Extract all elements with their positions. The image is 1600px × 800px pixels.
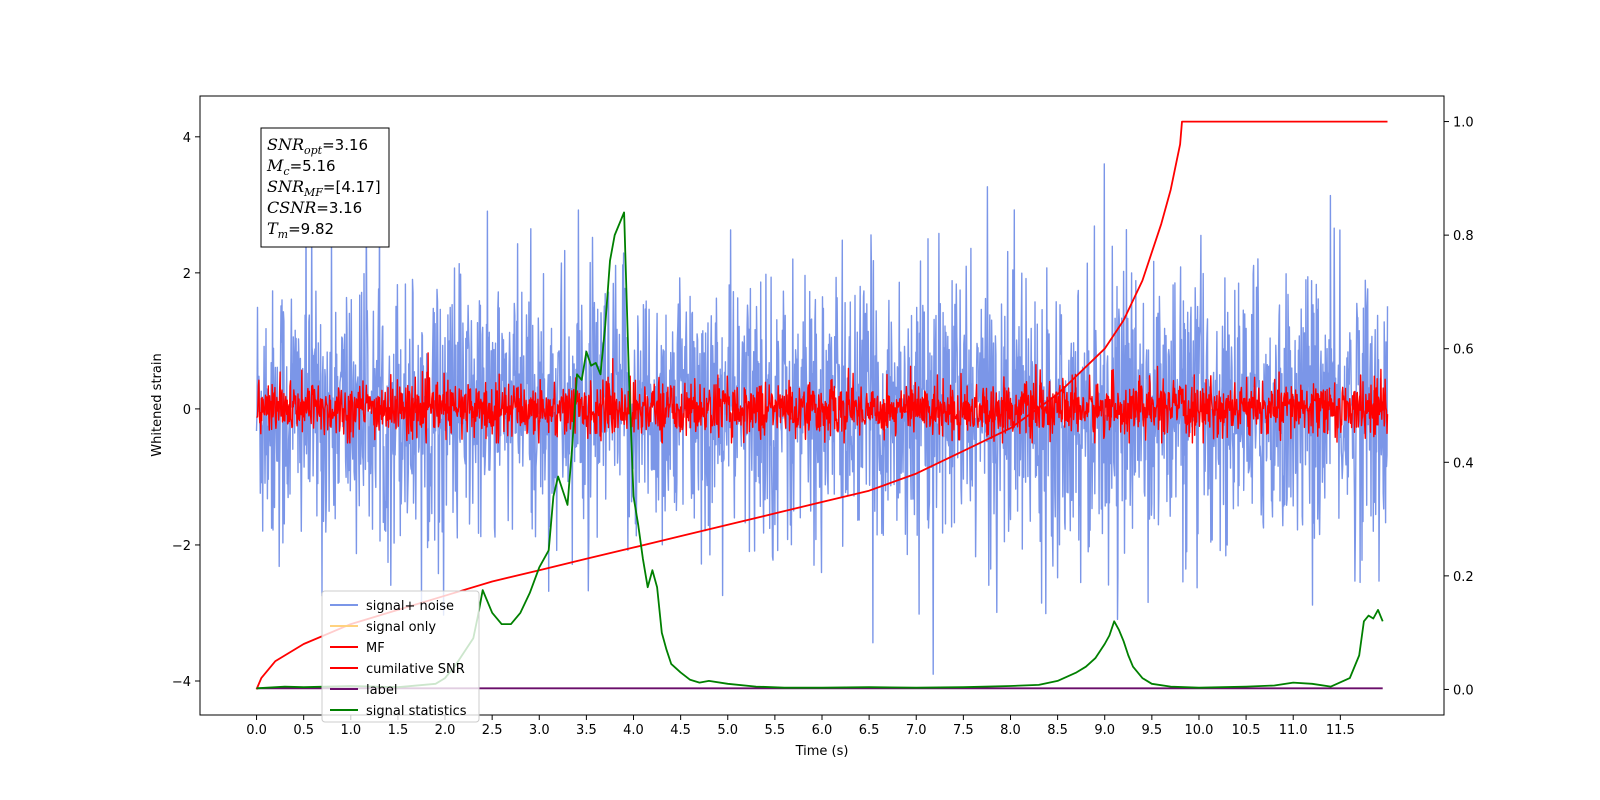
annotation-var: M [266,156,284,175]
annotation-var: SNR [267,177,304,196]
y2-tick-label: 0.6 [1453,343,1474,358]
x-tick-label: 7.5 [953,723,974,738]
annotation-sub: c [283,165,289,178]
annotation-sub: opt [304,144,323,157]
annotation-value: =3.16 [322,136,368,154]
y2-tick-label: 0.2 [1453,570,1474,585]
x-axis-label: Time (s) [795,744,849,759]
x-tick-label: 9.5 [1142,723,1163,738]
y2-tick-label: 1.0 [1453,116,1474,131]
y-ticks: 4 2 0 −2 −4 [172,131,200,690]
annotation-line: SNRopt=3.16 [267,135,368,157]
legend-label: label [366,683,397,698]
x-tick-label: 8.5 [1047,723,1068,738]
y-tick-label: 2 [183,267,191,282]
annotation-var: CSNR [267,198,316,217]
x-tick-label: 11.0 [1279,723,1308,738]
legend-label: signal only [366,620,436,635]
x-tick-label: 5.0 [717,723,738,738]
y2-tick-label: 0.8 [1453,229,1474,244]
x-tick-label: 6.5 [859,723,880,738]
x-tick-label: 5.5 [765,723,786,738]
legend-label: signal+ noise [366,599,454,614]
annotation-line: CSNR=3.16 [267,198,362,217]
legend-label: MF [366,641,385,656]
y-tick-label: 0 [183,403,191,418]
annotation-sub: m [278,228,288,241]
x-tick-label: 2.0 [435,723,456,738]
legend-label: signal statistics [366,704,467,719]
x-tick-label: 0.0 [246,723,267,738]
y2-tick-label: 0.0 [1453,683,1474,698]
annotation-line: Tm=9.82 [267,219,334,241]
annotation-var: SNR [267,135,304,154]
x-tick-label: 3.5 [576,723,597,738]
x-tick-label: 1.0 [340,723,361,738]
annotation-value: =[4.17] [323,178,381,196]
x-tick-label: 6.0 [812,723,833,738]
x-tick-label: 9.0 [1094,723,1115,738]
x-tick-label: 1.5 [388,723,409,738]
x-tick-label: 3.0 [529,723,550,738]
annotation-var: T [267,219,279,238]
annotation-box: SNRopt=3.16Mc=5.16SNRMF=[4.17]CSNR=3.16T… [260,127,390,248]
x-tick-label: 4.5 [670,723,691,738]
annotation-value: =9.82 [288,220,334,238]
x-tick-label: 11.5 [1326,723,1355,738]
x-tick-label: 10.0 [1184,723,1213,738]
annotation-line: Mc=5.16 [266,156,336,178]
annotation-value: =5.16 [290,157,336,175]
x-tick-label: 0.5 [293,723,314,738]
x-tick-label: 10.5 [1232,723,1261,738]
series-line-mf [256,352,1389,444]
legend-label: cumilative SNR [366,662,465,677]
annotation-sub: MF [303,186,323,199]
x-tick-label: 4.0 [623,723,644,738]
y2-ticks: 1.0 0.8 0.6 0.4 0.2 0.0 [1444,116,1474,698]
annotation-line: SNRMF=[4.17] [267,177,381,199]
y-axis-label: Whitened strain [150,353,165,456]
annotation-value: =3.16 [316,199,362,217]
legend: signal+ noise signal only MF cumilative SNR… [321,590,480,723]
y-tick-label: 4 [183,131,191,146]
x-tick-label: 7.0 [906,723,927,738]
y2-tick-label: 0.4 [1453,456,1474,471]
x-tick-label: 8.0 [1000,723,1021,738]
series-line-signal-statistics [256,211,1384,690]
y-tick-label: −4 [172,675,191,690]
x-tick-label: 2.5 [482,723,503,738]
series-line-signal-noise [255,163,1389,675]
x-ticks: 0.0 0.5 1.0 1.5 2.0 2.5 3.0 3.5 4.0 4.5 5.0 5.5 6.0 6… [246,715,1355,738]
y-tick-label: −2 [172,539,191,554]
